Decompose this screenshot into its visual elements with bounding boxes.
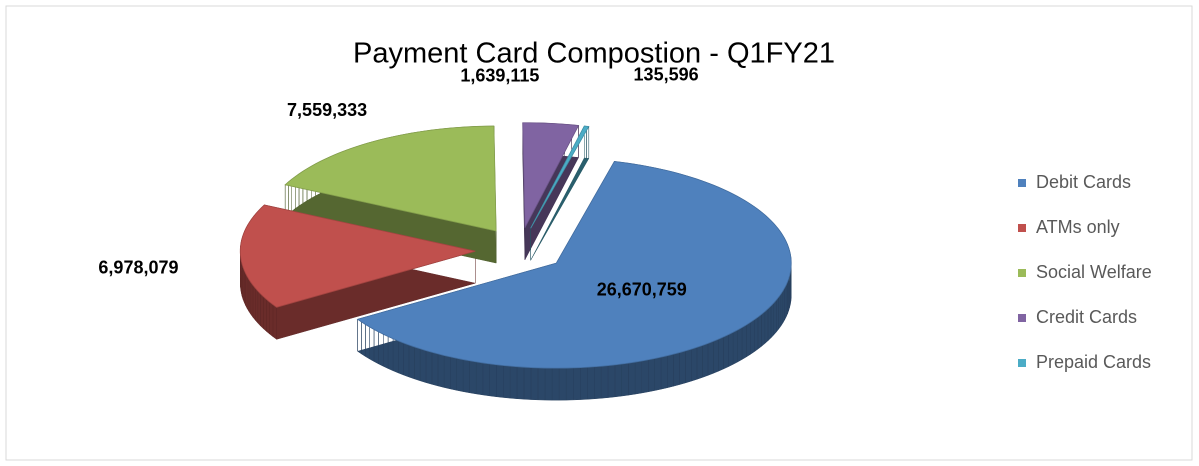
legend-swatch: [1018, 314, 1026, 322]
legend-label: Prepaid Cards: [1036, 352, 1151, 372]
slice: [356, 161, 792, 369]
legend-swatch: [1018, 359, 1026, 367]
slice: [522, 122, 580, 228]
legend-label: Social Welfare: [1036, 262, 1152, 282]
slice-side: [530, 125, 590, 262]
legend-swatch: [1018, 269, 1026, 277]
data-label: 26,670,759: [597, 280, 687, 300]
legend-swatch: [1018, 179, 1026, 187]
legend-label: Debit Cards: [1036, 172, 1131, 192]
legend-label: ATMs only: [1036, 217, 1120, 237]
data-label: 1,639,115: [460, 66, 539, 86]
data-label: 7,559,333: [287, 100, 367, 120]
legend-label: Credit Cards: [1036, 307, 1137, 327]
data-label: 135,596: [634, 64, 699, 84]
chart-title: Payment Card Compostion - Q1FY21: [353, 38, 835, 70]
slice: [239, 204, 476, 308]
slice: [530, 125, 590, 229]
legend-swatch: [1018, 224, 1026, 232]
data-label: 6,978,079: [98, 258, 178, 278]
slice: [284, 125, 497, 232]
